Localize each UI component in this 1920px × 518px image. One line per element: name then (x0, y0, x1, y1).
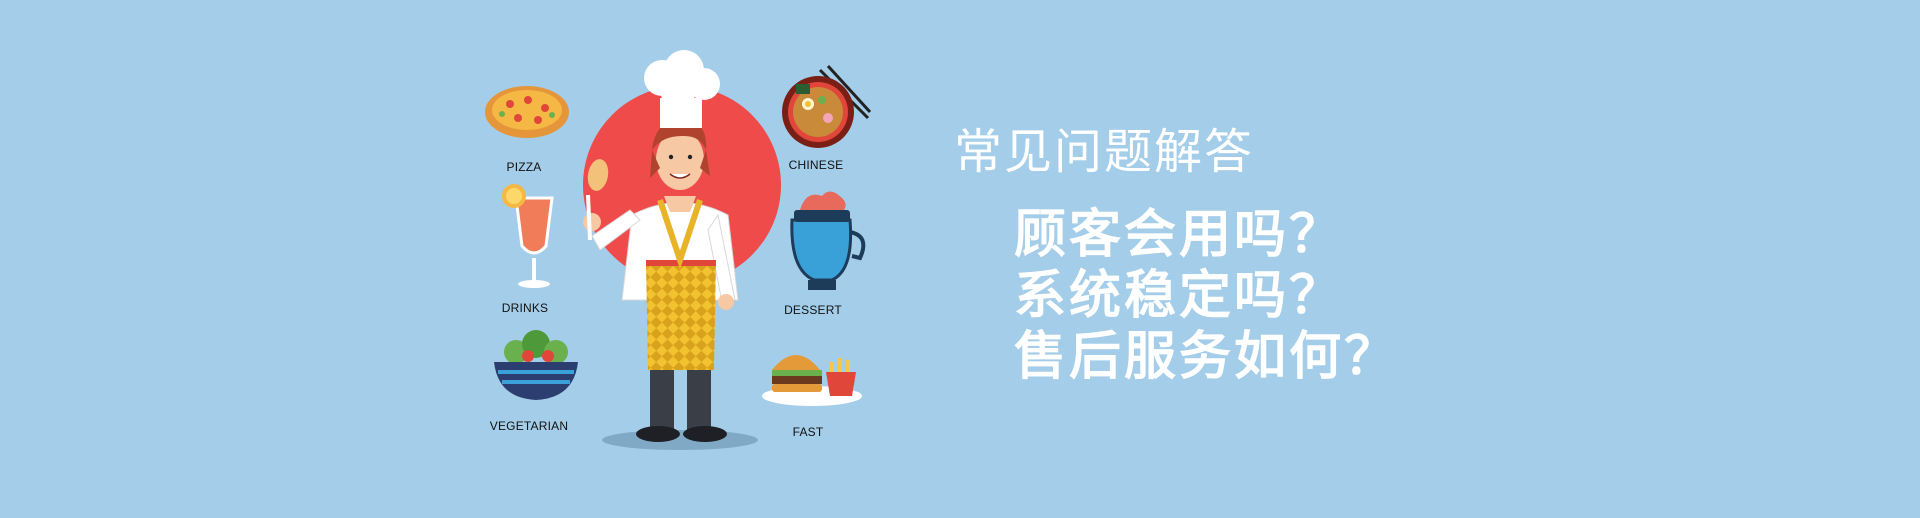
pizza-icon (485, 86, 569, 138)
drink-glass-icon (502, 184, 554, 288)
label-fast: FAST (792, 425, 824, 439)
label-dessert: DESSERT (784, 303, 842, 317)
salad-bowl-icon (494, 330, 578, 400)
burger-fries-icon (762, 355, 862, 406)
label-vegetarian: VEGETARIAN (489, 419, 569, 433)
faq-title: 常见问题解答 (954, 124, 1255, 180)
faq-question-2: 系统稳定吗？ (1014, 266, 1345, 326)
dessert-cup-icon (790, 191, 866, 290)
faq-question-3: 售后服务如何？ (1014, 327, 1400, 387)
faq-question-1: 顾客会用吗？ (1014, 205, 1345, 265)
label-chinese: CHINESE (788, 158, 844, 172)
noodle-bowl-icon (782, 64, 872, 148)
label-pizza: PIZZA (506, 160, 542, 174)
chef-figure (583, 50, 739, 442)
label-drinks: DRINKS (501, 301, 549, 315)
